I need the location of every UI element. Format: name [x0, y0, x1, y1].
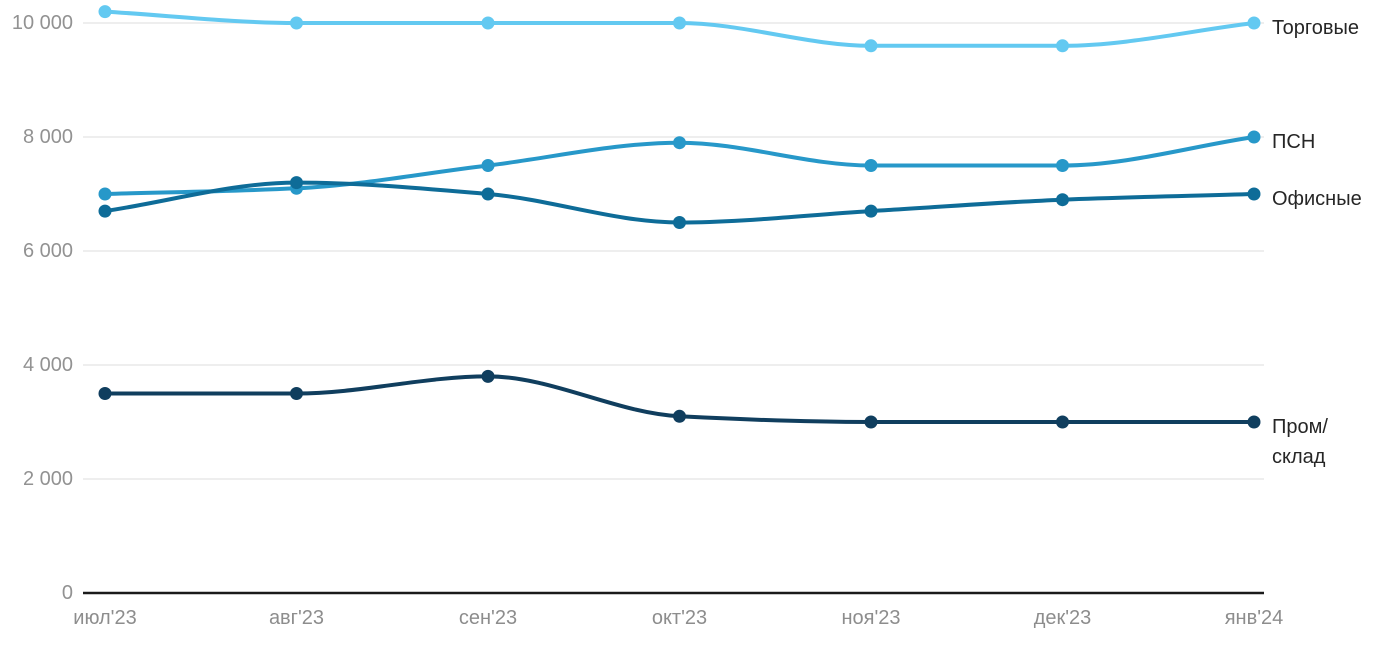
data-point-office-1 — [290, 176, 303, 190]
data-point-industrial-3 — [673, 409, 686, 423]
x-tick-label-6: янв'24 — [1224, 607, 1284, 629]
data-point-psn-6 — [1247, 130, 1261, 144]
data-point-industrial-1 — [290, 387, 303, 400]
y-tick-label-6000: 6 000 — [22, 240, 73, 262]
y-tick-label-10000: 10 000 — [11, 12, 73, 34]
x-tick-label-5: дек'23 — [1033, 607, 1092, 629]
data-point-retail-6 — [1247, 16, 1261, 30]
data-point-retail-4 — [864, 39, 878, 53]
data-point-retail-2 — [481, 16, 495, 30]
series-label-office: Офисные — [1272, 188, 1362, 210]
x-tick-label-4: ноя'23 — [841, 607, 901, 629]
y-tick-label-2000: 2 000 — [22, 468, 73, 490]
y-tick-label-4000: 4 000 — [22, 354, 73, 376]
data-point-industrial-2 — [481, 369, 495, 383]
y-tick-label-0: 0 — [61, 582, 73, 604]
data-point-retail-0 — [98, 5, 112, 19]
series-label-psn: ПСН — [1272, 131, 1316, 153]
x-tick-label-3: окт'23 — [651, 607, 708, 629]
series-label-industrial: Пром/склад — [1272, 416, 1328, 468]
data-point-office-0 — [98, 204, 112, 218]
data-point-psn-5 — [1056, 159, 1069, 172]
data-point-industrial-5 — [1056, 415, 1069, 429]
data-point-retail-1 — [290, 16, 303, 30]
data-point-industrial-0 — [98, 387, 112, 400]
data-point-industrial-4 — [864, 415, 878, 429]
data-point-psn-2 — [481, 159, 495, 172]
data-point-office-3 — [673, 216, 686, 229]
x-tick-label-2: сен'23 — [458, 607, 518, 629]
data-point-psn-0 — [98, 187, 112, 201]
data-point-office-4 — [864, 204, 878, 218]
data-point-office-2 — [481, 187, 495, 201]
data-point-office-6 — [1247, 187, 1261, 201]
y-tick-label-8000: 8 000 — [22, 126, 73, 148]
data-point-retail-5 — [1056, 39, 1069, 53]
data-point-office-5 — [1056, 193, 1069, 207]
x-tick-label-0: июл'23 — [73, 607, 137, 629]
data-point-industrial-6 — [1247, 415, 1261, 429]
data-point-retail-3 — [673, 16, 686, 30]
data-point-psn-3 — [673, 136, 686, 150]
x-tick-label-1: авг'23 — [268, 607, 325, 629]
data-point-psn-4 — [864, 159, 878, 172]
series-label-retail: Торговые — [1272, 17, 1360, 39]
